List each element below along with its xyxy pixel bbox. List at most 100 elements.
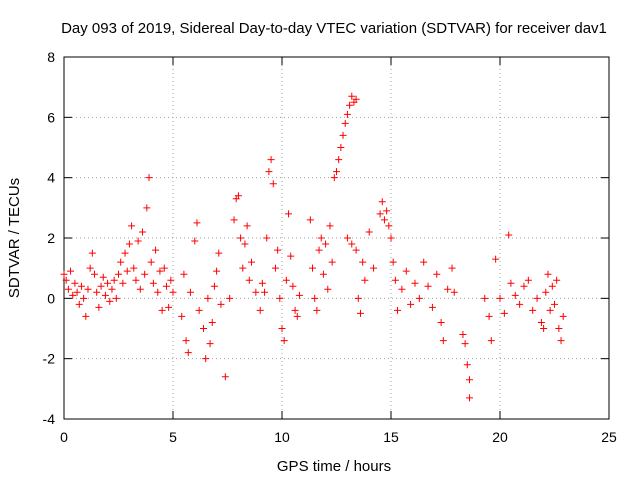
data-point	[505, 231, 513, 239]
data-point	[191, 237, 199, 245]
data-point	[99, 273, 107, 281]
data-point	[295, 291, 303, 299]
data-point	[267, 156, 275, 164]
data-point	[143, 204, 151, 212]
data-point	[289, 282, 297, 290]
y-tick-label: -4	[43, 411, 56, 427]
data-point	[167, 276, 175, 284]
data-point	[239, 264, 247, 272]
data-point	[559, 312, 567, 320]
data-point	[265, 168, 273, 176]
data-point	[516, 300, 524, 308]
data-point	[459, 331, 467, 339]
data-point	[391, 276, 399, 284]
data-point	[465, 376, 473, 384]
data-point	[385, 222, 393, 230]
data-point	[86, 264, 94, 272]
data-point	[154, 288, 162, 296]
data-point	[138, 228, 146, 236]
data-point	[208, 318, 216, 326]
data-point	[348, 92, 356, 100]
data-point	[269, 180, 277, 188]
data-point	[540, 325, 548, 332]
data-point	[370, 264, 378, 272]
data-point	[361, 276, 369, 284]
data-point	[123, 267, 131, 275]
data-point	[115, 270, 122, 278]
data-point	[141, 270, 149, 278]
y-axis-label: SDTVAR / TECUs	[6, 178, 23, 298]
data-point	[348, 240, 356, 248]
data-point	[420, 258, 428, 266]
data-point	[537, 318, 545, 326]
data-point	[511, 291, 519, 299]
data-point	[80, 294, 88, 302]
data-point	[165, 303, 173, 311]
data-point	[97, 282, 105, 290]
data-point	[524, 276, 532, 284]
data-point	[322, 240, 330, 248]
data-point	[130, 264, 138, 272]
data-point	[200, 325, 208, 332]
data-point	[75, 300, 83, 308]
data-point	[149, 279, 157, 287]
data-point	[252, 288, 260, 296]
data-point	[402, 267, 410, 275]
data-point	[352, 95, 360, 103]
data-point	[243, 222, 251, 230]
data-point	[261, 288, 269, 296]
data-point	[326, 222, 334, 230]
data-point	[217, 300, 225, 308]
data-point	[84, 285, 92, 293]
x-tick-label: 10	[274, 429, 290, 445]
data-point	[319, 270, 327, 278]
data-point	[411, 279, 419, 287]
data-point	[492, 255, 500, 263]
data-point	[117, 258, 125, 266]
x-axis: 0 5 10 15 20 25	[60, 57, 617, 445]
data-point	[241, 240, 249, 248]
data-point	[69, 291, 77, 299]
data-point	[444, 285, 452, 293]
data-point	[276, 294, 284, 302]
data-point	[110, 276, 118, 284]
data-point	[487, 337, 495, 345]
data-point	[213, 267, 221, 275]
data-point	[93, 288, 101, 296]
data-point	[415, 294, 423, 302]
data-point	[160, 264, 168, 272]
data-point	[341, 119, 349, 127]
data-point	[186, 288, 194, 296]
data-point	[193, 219, 201, 227]
data-point	[394, 306, 402, 314]
data-point	[463, 361, 471, 369]
data-point	[317, 234, 325, 242]
data-point	[333, 168, 340, 176]
data-point	[315, 246, 323, 254]
data-point	[365, 228, 373, 236]
data-point	[182, 337, 190, 345]
data-point	[234, 192, 242, 200]
data-point	[237, 234, 245, 242]
data-point	[557, 337, 565, 345]
data-point	[145, 174, 153, 182]
data-point	[343, 110, 351, 118]
data-point	[162, 282, 170, 290]
data-point	[221, 373, 229, 381]
data-point	[184, 349, 192, 357]
data-point	[376, 210, 384, 218]
data-point	[136, 285, 144, 293]
data-point	[64, 285, 72, 293]
data-point	[433, 270, 441, 278]
data-point	[352, 246, 360, 254]
data-point	[309, 264, 317, 272]
data-point	[291, 306, 299, 314]
data-point	[356, 309, 364, 317]
data-point	[424, 282, 432, 290]
data-point	[215, 249, 223, 257]
y-tick-label: -2	[43, 351, 56, 367]
data-point	[88, 249, 96, 257]
y-axis: -4 -2 0 2 4 6 8	[43, 49, 609, 427]
data-point	[178, 312, 186, 320]
data-point	[533, 294, 541, 302]
